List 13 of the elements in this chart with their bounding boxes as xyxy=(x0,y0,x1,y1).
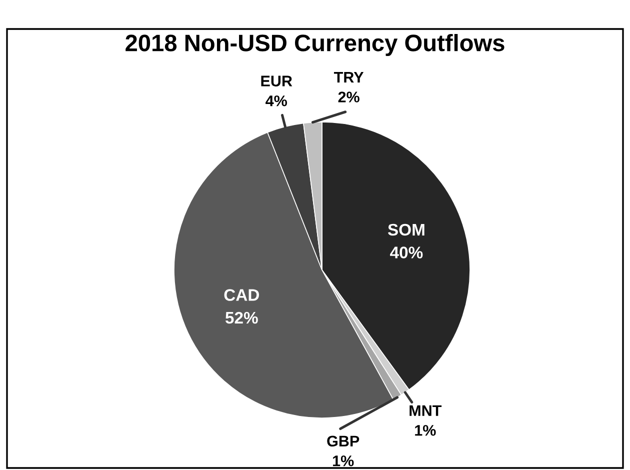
data-label: 40% xyxy=(390,246,423,258)
data-label: 2% xyxy=(338,92,360,102)
slice-label: MNT xyxy=(410,405,442,416)
slice-label: TRY xyxy=(334,72,364,83)
slice-label: SOM xyxy=(388,224,424,236)
data-label: 1% xyxy=(333,456,354,466)
data-label: 52% xyxy=(225,312,258,324)
chart-title: 2018 Non-USD Currency Outflows xyxy=(126,34,504,56)
slice-label: GBP xyxy=(327,436,360,447)
slice-label: CAD xyxy=(224,289,260,301)
slice-label: EUR xyxy=(261,76,292,86)
data-label: 1% xyxy=(415,424,436,436)
data-label: 4% xyxy=(266,95,287,106)
